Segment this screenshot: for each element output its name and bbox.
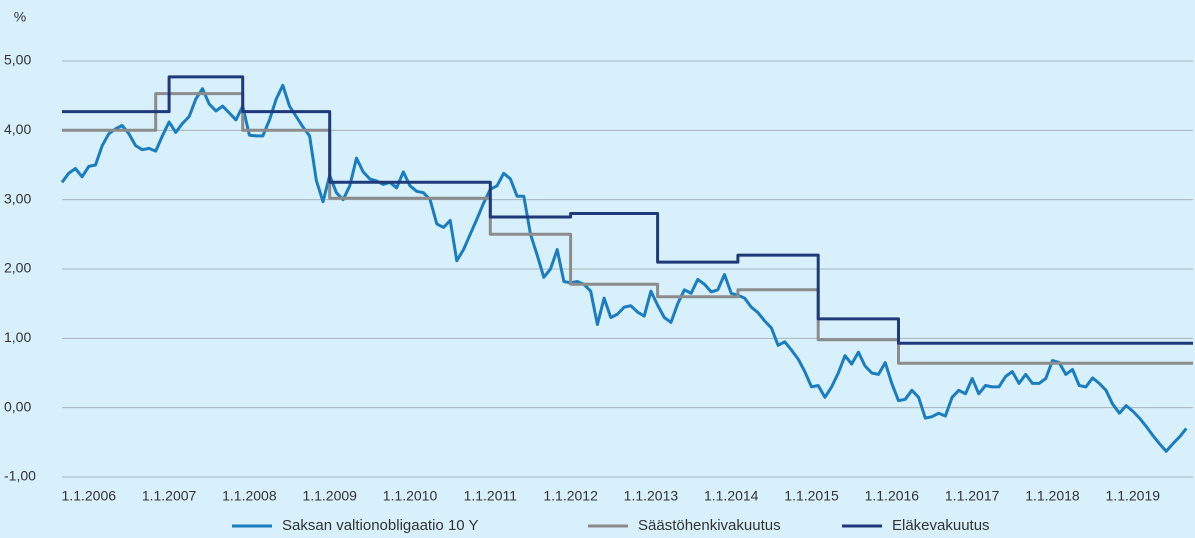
x-tick-label: 1.1.2017 [945, 488, 1000, 504]
y-tick-label: 3,00 [4, 190, 31, 206]
y-tick-label: -1,00 [4, 468, 36, 484]
line-series [62, 75, 1193, 345]
y-tick-label: 0,00 [4, 398, 31, 414]
line-series [62, 92, 1193, 365]
x-tick-label: 1.1.2006 [62, 488, 117, 504]
legend-label: Eläkevakuutus [892, 517, 990, 534]
x-tick-label: 1.1.2007 [142, 488, 197, 504]
x-tick-label: 1.1.2012 [543, 488, 598, 504]
y-tick-label: 2,00 [4, 260, 31, 276]
x-tick-label: 1.1.2011 [464, 488, 518, 504]
legend-label: Säästöhenkivakuutus [638, 517, 781, 534]
y-tick-label: 5,00 [4, 52, 31, 68]
x-tick-label: 1.1.2018 [1025, 488, 1080, 504]
x-tick-label: 1.1.2013 [624, 488, 679, 504]
x-tick-label: 1.1.2010 [383, 488, 438, 504]
legend-label: Saksan valtionobligaatio 10 Y [282, 517, 479, 534]
x-tick-label: 1.1.2008 [222, 488, 277, 504]
x-tick-label: 1.1.2019 [1106, 488, 1161, 504]
x-tick-label: 1.1.2009 [302, 488, 357, 504]
line-series [60, 83, 1188, 453]
y-axis-unit: % [14, 9, 26, 25]
y-tick-label: 1,00 [4, 329, 31, 345]
y-tick-label: 4,00 [4, 121, 31, 137]
x-tick-label: 1.1.2014 [704, 488, 759, 504]
x-tick-label: 1.1.2016 [865, 488, 920, 504]
x-tick-label: 1.1.2015 [784, 488, 839, 504]
